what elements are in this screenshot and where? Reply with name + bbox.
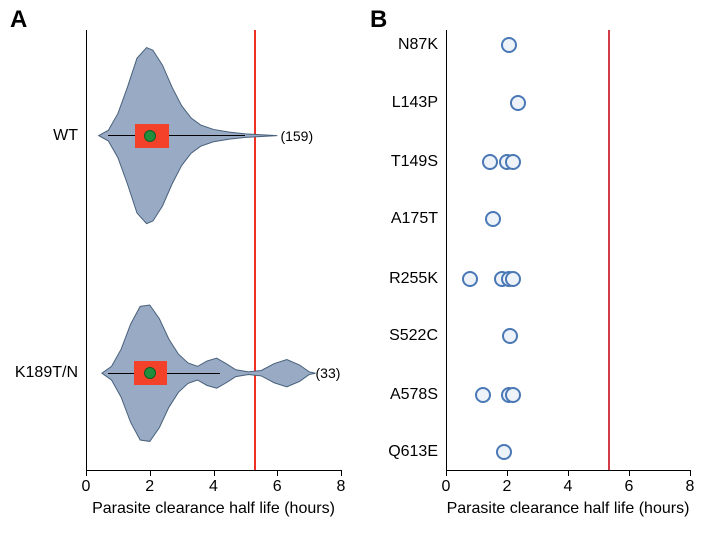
panel-a-y-category-label: K189T/N [15,364,78,382]
scatter-point [475,387,491,403]
panel-b-x-tick [446,470,447,476]
panel-a-y-category-label: WT [53,127,78,145]
scatter-point [501,37,517,53]
median-dot-WT [144,130,156,142]
panel-b-x-tick-label: 8 [686,478,695,496]
panel-a-y-axis-line [86,30,87,470]
panel-b-x-tick [629,470,630,476]
panel-a-x-axis-title: Parasite clearance half life (hours) [56,500,371,518]
scatter-point [462,271,478,287]
panel-a-x-tick [150,470,151,476]
scatter-point [496,444,512,460]
panel-b-x-axis-title: Parasite clearance half life (hours) [416,500,709,518]
scatter-point [510,95,526,111]
panel-a-x-tick-label: 2 [145,478,154,496]
panel-a-x-tick-label: 8 [337,478,346,496]
panel-b-x-tick-label: 6 [625,478,634,496]
panel-b-x-tick-label: 2 [503,478,512,496]
panel-b-x-tick [507,470,508,476]
scatter-point [505,154,521,170]
panel-b-reference-line [608,30,610,470]
panel-b-label: B [370,6,387,34]
panel-b-y-axis-line [446,30,447,470]
panel-b-x-tick-label: 0 [442,478,451,496]
panel-a-x-tick [341,470,342,476]
scatter-point [502,328,518,344]
panel-a-x-tick [86,470,87,476]
panel-a-x-tick-label: 4 [209,478,218,496]
count-label-WT: (159) [280,128,313,144]
panel-a-reference-line [254,30,256,470]
count-label-K189TN: (33) [316,365,341,381]
whisker-WT [108,135,245,136]
panel-b-y-category-label: T149S [391,153,438,171]
panel-b-y-category-label: L143P [392,94,438,112]
figure [0,0,709,533]
scatter-point [505,271,521,287]
panel-a-label: A [10,6,27,34]
scatter-point [505,387,521,403]
panel-b-x-tick-label: 4 [564,478,573,496]
panel-b-x-tick [690,470,691,476]
panel-b-y-category-label: R255K [389,270,438,288]
panel-a-x-tick-label: 0 [82,478,91,496]
panel-b-x-tick [568,470,569,476]
panel-a-x-tick [214,470,215,476]
panel-a-x-tick [277,470,278,476]
panel-b-y-category-label: S522C [389,327,438,345]
panel-a-x-tick-label: 6 [273,478,282,496]
panel-b-y-category-label: A175T [391,210,438,228]
scatter-point [485,211,501,227]
panel-b-y-category-label: A578S [390,386,438,404]
median-dot-K189TN [144,367,156,379]
scatter-point [482,154,498,170]
panel-b-y-category-label: N87K [398,36,438,54]
panel-b-y-category-label: Q613E [388,443,438,461]
